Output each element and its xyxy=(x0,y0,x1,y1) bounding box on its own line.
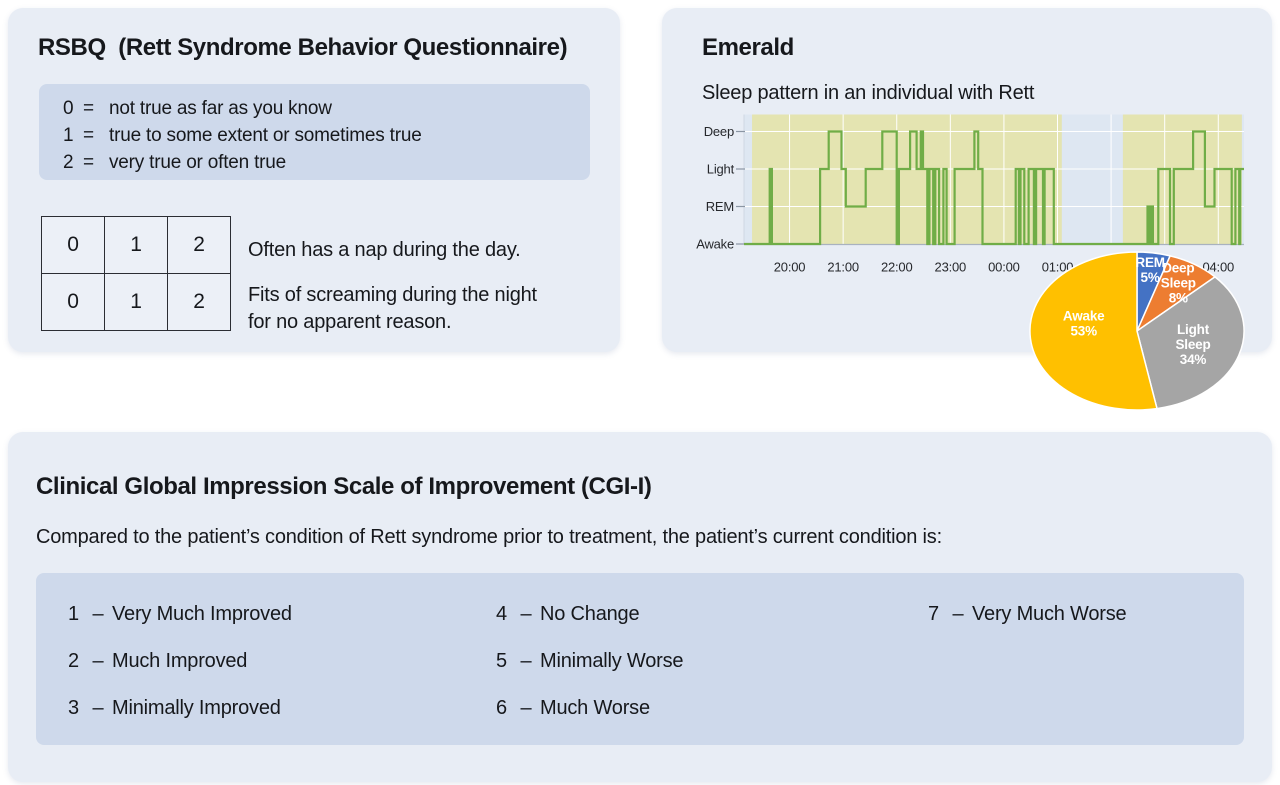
sleep-pattern-step-chart: Awake REM Light Deep 20:00 21:00 22:00 23:00 00:… xyxy=(696,114,1244,275)
pie-label-light-sleep: Light Sleep 34% xyxy=(1175,322,1210,367)
cgi-item-number: 3 xyxy=(68,697,79,719)
cgi-item-number: 7 xyxy=(928,603,939,625)
pie-slice-light-sleep xyxy=(1136,276,1245,410)
legend-equals: = xyxy=(83,125,94,146)
cgi-item-label: Very Much Worse xyxy=(972,603,1127,625)
cgi-title: Clinical Global Impression Scale of Impr… xyxy=(36,473,652,500)
cgi-item-label: Very Much Improved xyxy=(112,603,292,625)
cgi-intro-text: Compared to the patient’s condition of R… xyxy=(36,526,942,548)
rsbq-panel: RSBQ (Rett Syndrome Behavior Questionnai… xyxy=(8,8,620,352)
score-cell-q1-1[interactable]: 1 xyxy=(104,216,168,274)
legend-equals: = xyxy=(83,98,94,119)
sleep-period-band xyxy=(1122,114,1242,245)
score-cell-q2-1[interactable]: 1 xyxy=(104,273,168,331)
cgi-item-dash: – xyxy=(520,697,532,719)
question-line: for no apparent reason. xyxy=(248,311,452,333)
y-axis-label: Light xyxy=(707,162,735,177)
legend-score: 0 xyxy=(63,98,74,119)
cgi-item-number: 2 xyxy=(68,650,79,672)
cgi-item-label: No Change xyxy=(540,603,640,625)
pie-label-deep-sleep: Deep Sleep 8% xyxy=(1161,261,1196,306)
legend-row: 2 = very true or often true xyxy=(63,149,590,176)
cgi-item-dash: – xyxy=(92,697,104,719)
x-axis-label: 04:00 xyxy=(1203,260,1235,275)
question-text: Fits of screaming during the night for n… xyxy=(248,282,537,336)
cgi-item-number: 1 xyxy=(68,603,79,625)
legend-score: 2 xyxy=(63,152,74,173)
cgi-item-label: Minimally Worse xyxy=(540,650,684,672)
sleep-period-band xyxy=(752,114,1062,245)
cgi-item-label: Much Worse xyxy=(540,697,650,719)
emerald-panel: Emerald Sleep pattern in an individual w… xyxy=(662,8,1272,411)
legend-row: 0 = not true as far as you know xyxy=(63,95,590,122)
x-axis-label: 23:00 xyxy=(935,260,967,275)
x-axis-label: 21:00 xyxy=(827,260,859,275)
cgi-panel: Clinical Global Impression Scale of Impr… xyxy=(8,432,1272,782)
pie-label-rem: REM 5% xyxy=(1135,255,1164,285)
sleep-stage-pie-chart: REM 5%Deep Sleep 8% Light Sleep 34% Awake 53% xyxy=(1029,251,1245,411)
table-row: 0 1 2 xyxy=(41,216,231,274)
question-text: Often has a nap during the day. xyxy=(248,237,521,264)
pie-label-awake: Awake 53% xyxy=(1063,309,1105,339)
question-line: Often has a nap during the day. xyxy=(248,239,521,261)
rsbq-title: RSBQ (Rett Syndrome Behavior Questionnai… xyxy=(38,34,568,61)
y-axis-label: Awake xyxy=(696,237,734,252)
sleep-stage-step-line xyxy=(744,130,1244,246)
cgi-item-number: 4 xyxy=(496,603,507,625)
cgi-item-7: 7 – Very Much Worse xyxy=(928,603,1244,626)
cgi-item-5: 5 – Minimally Worse xyxy=(496,650,928,673)
cgi-column: 7 – Very Much Worse xyxy=(928,603,1244,745)
score-cell-q1-0[interactable]: 0 xyxy=(41,216,105,274)
cgi-item-dash: – xyxy=(520,650,532,672)
emerald-title: Emerald xyxy=(702,34,794,61)
legend-equals: = xyxy=(83,152,94,173)
score-cell-q2-2[interactable]: 2 xyxy=(167,273,231,331)
legend-row: 1 = true to some extent or sometimes tru… xyxy=(63,122,590,149)
cgi-item-dash: – xyxy=(92,603,104,625)
table-row: 0 1 2 xyxy=(41,273,231,331)
cgi-item-dash: – xyxy=(952,603,964,625)
legend-text: not true as far as you know xyxy=(109,98,332,119)
cgi-item-6: 6 – Much Worse xyxy=(496,697,928,720)
cgi-item-3: 3 – Minimally Improved xyxy=(68,697,496,720)
cgi-column: 1 – Very Much Improved 2 – Much Improved… xyxy=(68,603,496,745)
cgi-scale-box: 1 – Very Much Improved 2 – Much Improved… xyxy=(36,573,1244,745)
cgi-item-dash: – xyxy=(92,650,104,672)
cgi-item-2: 2 – Much Improved xyxy=(68,650,496,673)
pie-slice-awake xyxy=(1029,251,1158,411)
y-axis-label: REM xyxy=(706,199,734,214)
x-axis-label: 01:00 xyxy=(1042,260,1074,275)
score-cell-q2-0[interactable]: 0 xyxy=(41,273,105,331)
x-axis-label: 20:00 xyxy=(774,260,806,275)
cgi-item-label: Minimally Improved xyxy=(112,697,281,719)
legend-score: 1 xyxy=(63,125,74,146)
legend-text: very true or often true xyxy=(109,152,287,173)
x-axis-label: 00:00 xyxy=(988,260,1020,275)
cgi-item-dash: – xyxy=(520,603,532,625)
cgi-item-number: 5 xyxy=(496,650,507,672)
sleep-chart-title: Sleep pattern in an individual with Rett xyxy=(702,82,1035,104)
cgi-item-4: 4 – No Change xyxy=(496,603,928,626)
cgi-item-label: Much Improved xyxy=(112,650,248,672)
score-cell-q1-2[interactable]: 2 xyxy=(167,216,231,274)
rsbq-score-table: 0 1 2 0 1 2 xyxy=(41,216,231,331)
y-axis-label: Deep xyxy=(704,124,734,139)
rsbq-score-legend: 0 = not true as far as you know 1 = true… xyxy=(39,84,590,180)
question-line: Fits of screaming during the night xyxy=(248,284,537,306)
x-axis-label: 22:00 xyxy=(881,260,913,275)
cgi-column: 4 – No Change 5 – Minimally Worse 6 – Mu… xyxy=(496,603,928,745)
cgi-item-1: 1 – Very Much Improved xyxy=(68,603,496,626)
legend-text: true to some extent or sometimes true xyxy=(109,125,422,146)
cgi-item-number: 6 xyxy=(496,697,507,719)
